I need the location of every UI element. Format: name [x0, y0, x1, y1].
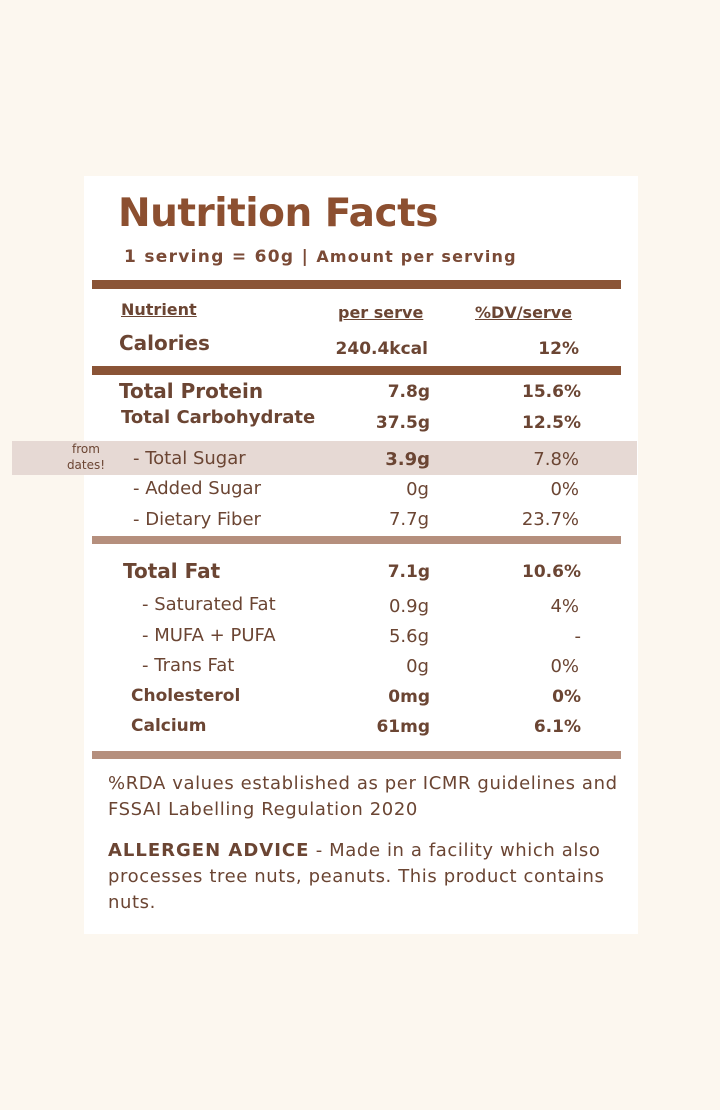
- row-dv-added-sugar: 0%: [550, 479, 579, 500]
- row-name-calcium: Calcium: [131, 716, 207, 736]
- row-value-added-sugar: 0g: [406, 479, 429, 500]
- row-name-mufa-pufa: - MUFA + PUFA: [142, 625, 276, 646]
- row-dv-total-fat: 10.6%: [522, 562, 581, 582]
- top-rule: [92, 280, 621, 289]
- from-dates-note: from dates!: [50, 441, 122, 473]
- row-name-total-fat: Total Fat: [123, 559, 221, 583]
- sugar-highlight: [12, 441, 637, 475]
- row-dv-calories: 12%: [538, 339, 579, 359]
- row-name-calories: Calories: [119, 331, 210, 355]
- note-line: dates!: [66, 458, 106, 472]
- column-header-nutrient: Nutrient: [121, 300, 197, 319]
- row-value-protein: 7.8g: [387, 382, 430, 402]
- row-value-cholesterol: 0mg: [388, 687, 430, 707]
- row-value-total-fat: 7.1g: [387, 562, 430, 582]
- row-name-carbohydrate: Total Carbohydrate: [121, 407, 316, 428]
- row-dv-dietary-fiber: 23.7%: [521, 509, 579, 530]
- rda-note: %RDA values established as per ICMR guid…: [108, 773, 618, 820]
- row-value-trans-fat: 0g: [406, 656, 429, 677]
- carb-section-rule: [92, 536, 621, 544]
- nutrition-card: [84, 176, 638, 934]
- row-name-cholesterol: Cholesterol: [131, 686, 241, 706]
- allergen-advice: ALLERGEN ADVICE - Made in a facility whi…: [108, 838, 628, 916]
- allergen-text: - Made in a facility which also processe…: [108, 840, 605, 913]
- row-value-calcium: 61mg: [376, 717, 430, 737]
- column-header-per-serve: per serve: [338, 303, 424, 322]
- note-line: from: [72, 442, 100, 456]
- row-name-dietary-fiber: - Dietary Fiber: [133, 509, 261, 530]
- amount-per-serving: Amount per serving: [316, 247, 517, 266]
- serving-size: 1 serving = 60g |: [124, 247, 310, 267]
- row-dv-carbohydrate: 12.5%: [522, 413, 581, 433]
- row-value-calories: 240.4kcal: [335, 339, 428, 359]
- row-name-added-sugar: - Added Sugar: [133, 478, 261, 499]
- row-dv-cholesterol: 0%: [552, 687, 581, 707]
- row-value-total-sugar: 3.9g: [385, 449, 430, 470]
- row-dv-protein: 15.6%: [522, 382, 581, 402]
- allergen-label: ALLERGEN ADVICE: [108, 840, 310, 861]
- row-value-saturated-fat: 0.9g: [388, 596, 429, 617]
- column-header-dv: %DV/serve: [475, 303, 573, 322]
- row-name-trans-fat: - Trans Fat: [142, 655, 235, 676]
- row-dv-mufa-pufa: -: [574, 626, 582, 647]
- row-name-protein: Total Protein: [119, 379, 264, 403]
- row-dv-trans-fat: 0%: [550, 656, 579, 677]
- nutrition-title: Nutrition Facts: [118, 191, 438, 236]
- calories-rule: [92, 366, 621, 375]
- row-dv-total-sugar: 7.8%: [533, 449, 579, 470]
- row-name-saturated-fat: - Saturated Fat: [142, 594, 276, 615]
- row-value-mufa-pufa: 5.6g: [388, 626, 429, 647]
- row-value-carbohydrate: 37.5g: [375, 413, 430, 433]
- row-value-dietary-fiber: 7.7g: [388, 509, 429, 530]
- serving-info: 1 serving = 60g | Amount per serving: [124, 247, 517, 267]
- row-dv-calcium: 6.1%: [533, 717, 581, 737]
- row-dv-saturated-fat: 4%: [550, 596, 579, 617]
- row-name-total-sugar: - Total Sugar: [133, 448, 246, 469]
- bottom-rule: [92, 751, 621, 759]
